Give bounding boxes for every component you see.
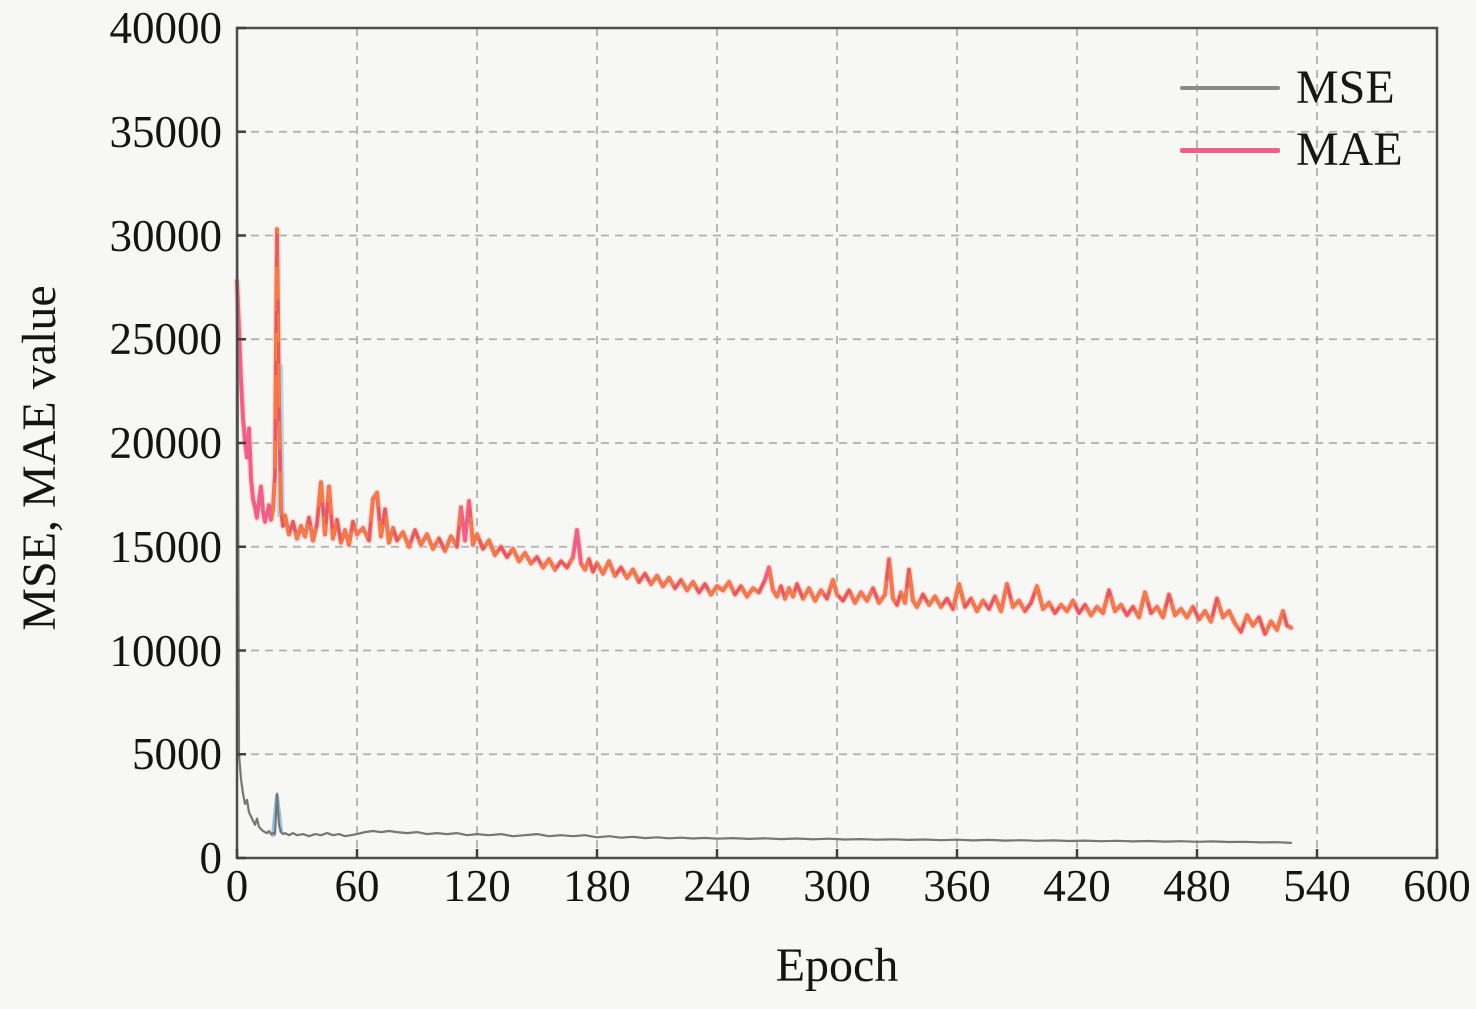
x-tick-label: 240 [683,861,751,911]
x-tick-label: 360 [923,861,991,911]
y-tick-label: 30000 [109,210,223,261]
y-tick-label: 0 [199,833,223,883]
x-axis-title: Epoch [775,939,899,992]
x-tick-label: 600 [1403,861,1471,911]
y-tick-label: 10000 [109,625,223,676]
series-line-MAE-pink-front [763,566,771,582]
series-line-MAE-pink-front [571,528,583,565]
legend-label: MAE [1296,123,1403,176]
x-tick-label: 0 [225,861,249,911]
legend-entry-MSE: MSE [1180,62,1403,114]
series-line-MSE [235,145,1293,845]
y-tick-label: 5000 [132,729,222,780]
y-tick-label: 40000 [109,3,223,53]
series-line-MAE [235,228,1293,636]
y-tick-label: 25000 [109,314,223,365]
legend-line-sample [1180,86,1280,90]
x-tick-label: 420 [1043,861,1111,911]
y-tick-label: 15000 [109,521,223,572]
legend-line-sample [1180,147,1280,153]
series-line-MAE-pink-front [235,280,273,523]
y-tick-label: 35000 [109,106,223,157]
x-tick-label: 540 [1283,861,1351,911]
y-axis-title: MSE, MAE value [13,285,66,631]
series-line-MAE [233,225,1295,638]
series-line-MAE-pink-front [459,499,471,542]
legend-entry-MAE: MAE [1180,124,1403,176]
x-tick-label: 120 [443,861,511,911]
x-tick-label: 180 [563,861,631,911]
y-tick-label: 20000 [109,418,223,468]
legend-label: MSE [1296,61,1395,114]
x-tick-label: 60 [334,861,380,911]
x-tick-label: 480 [1163,861,1231,911]
legend: MSE MAE [1180,62,1403,176]
x-tick-label: 300 [803,861,871,911]
